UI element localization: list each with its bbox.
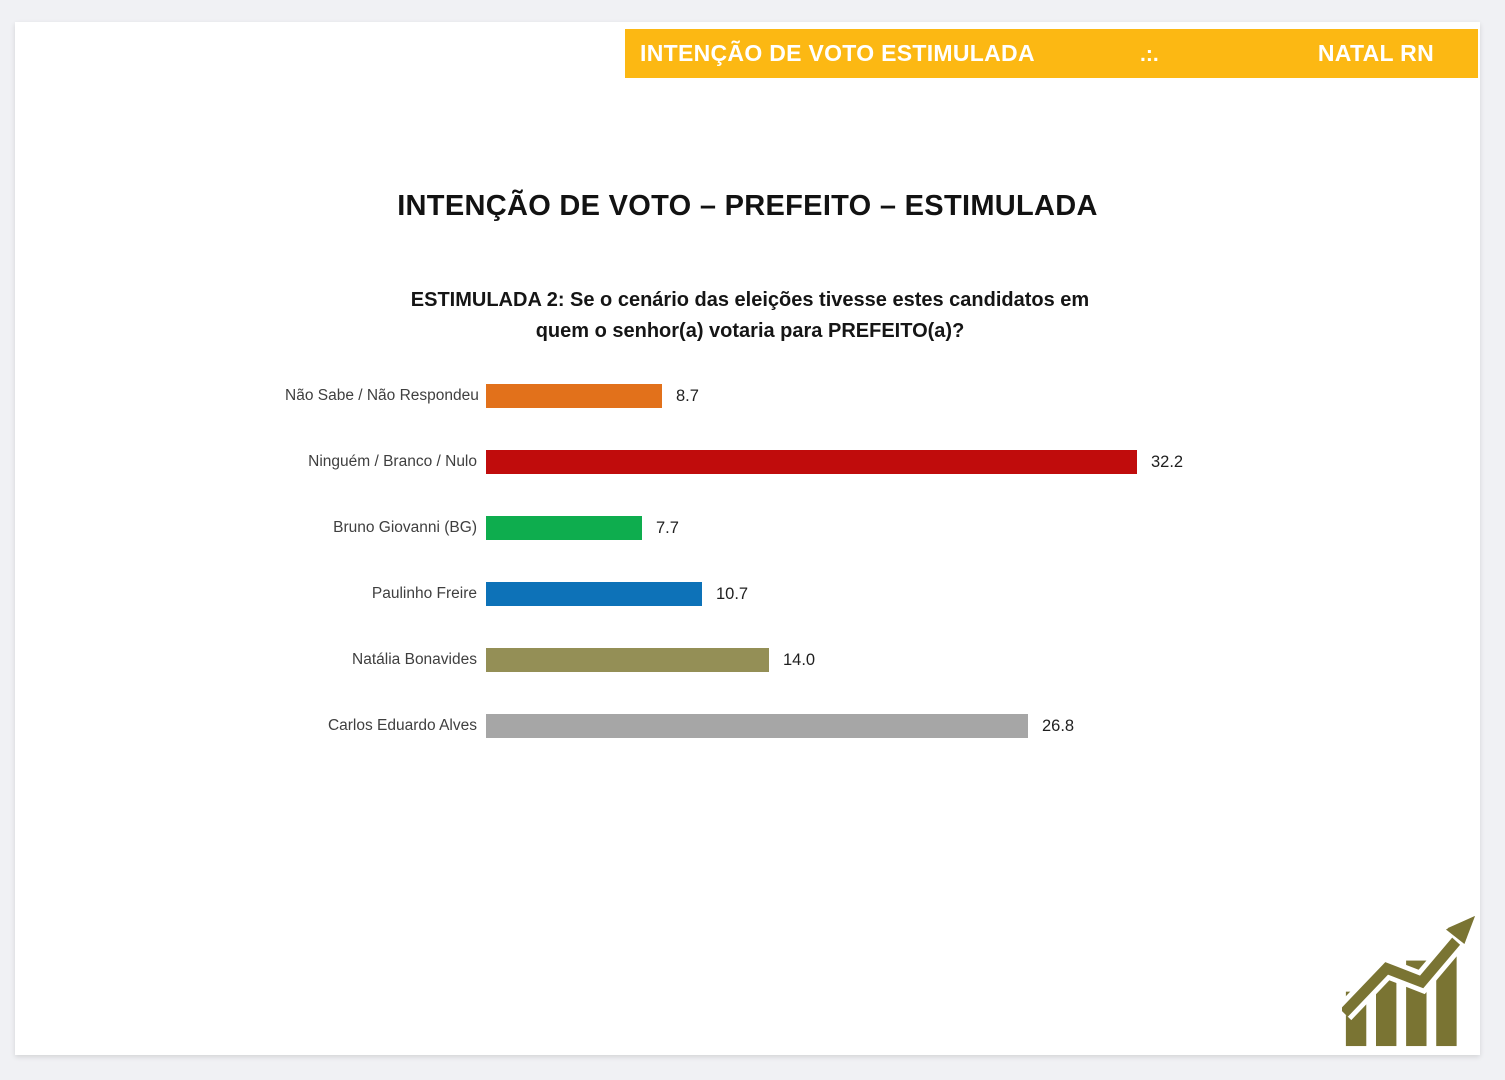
bar-value-label: 7.7 [656,518,679,537]
chart-bar-row: Carlos Eduardo Alves 26.8 [285,693,1215,759]
value-bar [486,714,1028,738]
bar-category-label: Ninguém / Branco / Nulo [308,453,477,470]
chart-bar-row: Não Sabe / Não Respondeu 8.7 [285,363,1215,429]
bar-category-label: Natália Bonavides [352,651,477,668]
value-bar [486,648,769,672]
trending-up-bar-chart-icon [1336,909,1481,1048]
chart-bar-row: Ninguém / Branco / Nulo 32.2 [285,429,1215,495]
bar-category-label: Carlos Eduardo Alves [327,717,477,734]
bar-value-label: 10.7 [716,584,749,603]
bar-chart: ESTIMULADA 2: Se o cenário das eleições … [285,263,1215,759]
bar-category-label: Bruno Giovanni (BG) [333,519,477,536]
chart-bar-row: Natália Bonavides 14.0 [285,627,1215,693]
bar-value-label: 32.2 [1151,452,1184,471]
bar-category-label: Não Sabe / Não Respondeu [285,387,479,404]
value-bar [486,516,642,540]
banner-location: NATAL RN [1317,40,1434,66]
header-banner: INTENÇÃO DE VOTO ESTIMULADA .:. NATAL RN [625,29,1478,78]
bar-category-label: Paulinho Freire [371,585,477,602]
page-title: INTENÇÃO DE VOTO – PREFEITO – ESTIMULADA [397,190,1098,222]
banner-title: INTENÇÃO DE VOTO ESTIMULADA [640,40,1035,66]
bar-value-label: 14.0 [783,650,816,669]
chart-question-line1: ESTIMULADA 2: Se o cenário das eleições … [410,289,1090,311]
logo-arrow [1336,909,1481,1021]
report-page: INTENÇÃO DE VOTO ESTIMULADA .:. NATAL RN… [15,22,1481,1055]
chart-bar-row: Bruno Giovanni (BG) 7.7 [285,495,1215,561]
chart-question-line2: quem o senhor(a) votaria para PREFEITO(a… [535,320,965,342]
chart-question-title: ESTIMULADA 2: Se o cenário das eleições … [285,285,1215,347]
bar-value-label: 8.7 [676,386,699,405]
banner-separator: .:. [1140,43,1159,66]
chart-bar-row: Paulinho Freire 10.7 [285,561,1215,627]
bar-value-label: 26.8 [1042,716,1075,735]
value-bar [486,384,662,408]
value-bar [486,582,702,606]
value-bar [486,450,1137,474]
chart-rows: Não Sabe / Não Respondeu 8.7 Ninguém / Bra… [285,363,1215,759]
